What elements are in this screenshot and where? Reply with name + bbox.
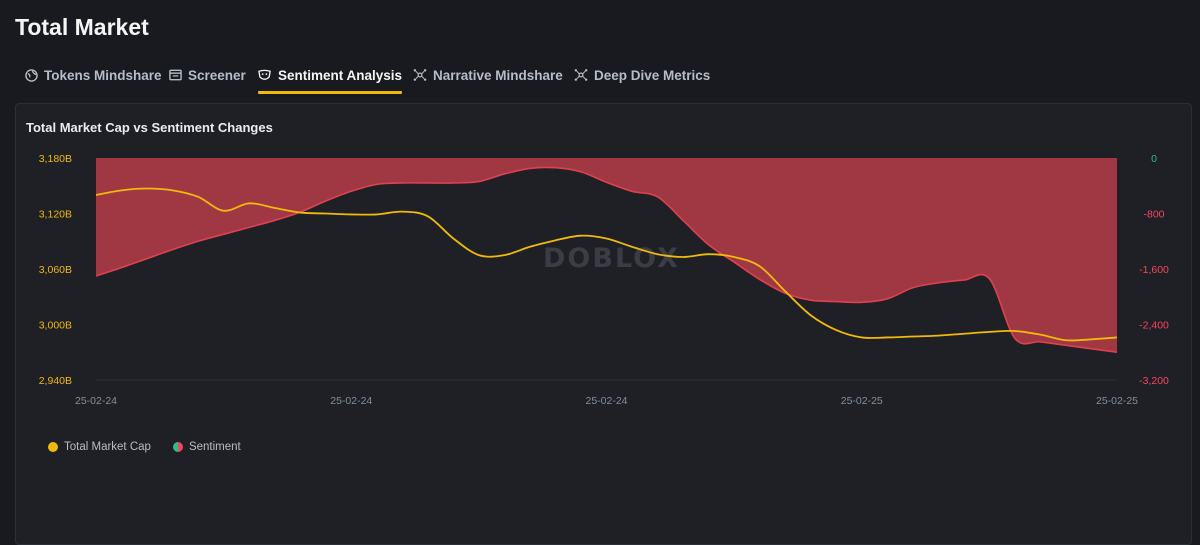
- page-title: Total Market: [15, 14, 149, 41]
- x-axis-tick-label: 25-02-24: [330, 395, 372, 407]
- right-axis-tick-label: -3,200: [1139, 375, 1169, 387]
- x-axis-tick-label: 25-02-25: [1096, 395, 1138, 407]
- legend-item-market-cap[interactable]: Total Market Cap: [48, 441, 151, 453]
- left-axis-tick-label: 3,060B: [39, 264, 72, 276]
- tab-narrative-mindshare[interactable]: Narrative Mindshare: [413, 58, 563, 92]
- right-axis-tick-label: -800: [1143, 209, 1164, 221]
- tab-sentiment-analysis[interactable]: Sentiment Analysis: [258, 58, 402, 92]
- left-axis-tick-label: 3,180B: [39, 153, 72, 165]
- x-axis-tick-label: 25-02-24: [585, 395, 627, 407]
- chart-legend: Total Market Cap Sentiment: [48, 441, 241, 453]
- left-axis-tick-label: 2,940B: [39, 375, 72, 387]
- right-axis-tick-label: -1,600: [1139, 264, 1169, 276]
- tab-label: Narrative Mindshare: [433, 68, 563, 83]
- tab-deep-dive-metrics[interactable]: Deep Dive Metrics: [574, 58, 710, 92]
- x-axis-tick-label: 25-02-25: [841, 395, 883, 407]
- globe-icon: [24, 68, 38, 82]
- mask-icon: [258, 68, 272, 82]
- chart-card: Total Market Cap vs Sentiment Changes DO…: [15, 103, 1192, 545]
- chart-svg: DOBLOX 3,180B 3,120B 3,060B 3,000B 2,940B 0 -80…: [16, 104, 1191, 434]
- x-axis-tick-label: 25-02-24: [75, 395, 117, 407]
- left-axis-tick-label: 3,000B: [39, 320, 72, 332]
- tab-label: Sentiment Analysis: [278, 68, 402, 83]
- network-icon: [413, 68, 427, 82]
- legend-label: Sentiment: [189, 441, 241, 453]
- right-axis-tick-label: -2,400: [1139, 320, 1169, 332]
- tab-tokens-mindshare[interactable]: Tokens Mindshare: [24, 58, 162, 92]
- tab-bar: Tokens Mindshare Screener Sentiment Anal…: [0, 58, 1200, 96]
- legend-dot-icon: [173, 442, 183, 452]
- screener-icon: [168, 68, 182, 82]
- tab-label: Deep Dive Metrics: [594, 68, 710, 83]
- network-icon: [574, 68, 588, 82]
- legend-dot-icon: [48, 442, 58, 452]
- watermark-text: DOBLOX: [543, 243, 680, 274]
- tab-label: Tokens Mindshare: [44, 68, 162, 83]
- legend-label: Total Market Cap: [64, 441, 151, 453]
- left-axis-tick-label: 3,120B: [39, 209, 72, 221]
- right-axis-tick-label: 0: [1151, 153, 1157, 165]
- tab-label: Screener: [188, 68, 246, 83]
- legend-item-sentiment[interactable]: Sentiment: [173, 441, 241, 453]
- tab-screener[interactable]: Screener: [168, 58, 246, 92]
